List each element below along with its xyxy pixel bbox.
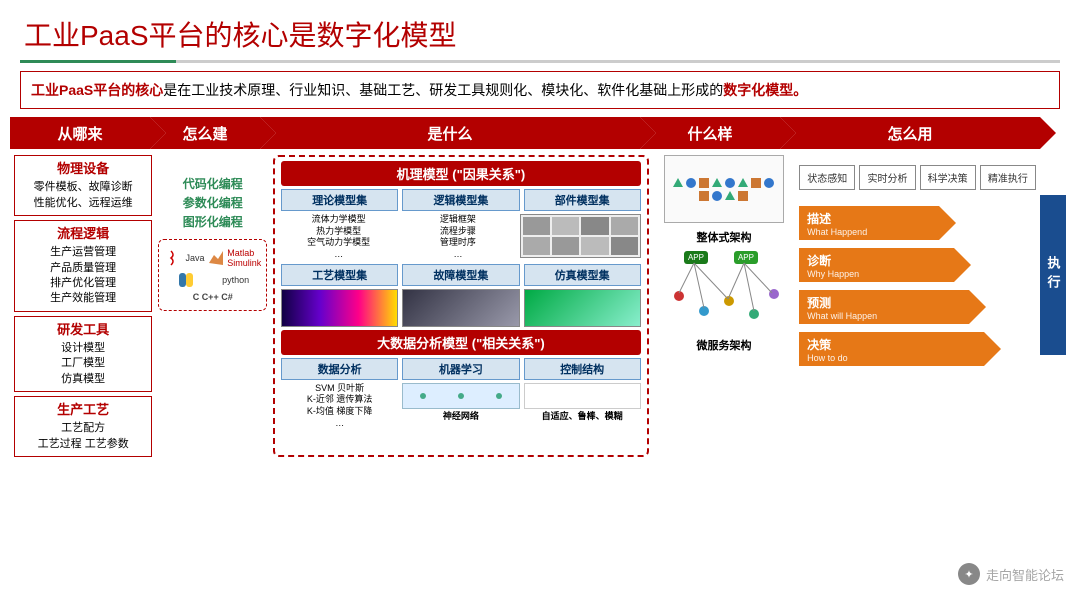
desc: 逻辑框架 流程步骤 管理时序 … <box>400 214 515 261</box>
line: 设计模型 <box>21 341 145 356</box>
subtitle-mid: 是在工业技术原理、行业知识、基础工艺、研发工具规则化、模块化、软件化基础上形成的 <box>163 82 723 98</box>
desc: SVM 贝叶斯 K-近邻 遗传算法 K-均值 梯度下降 … <box>281 383 398 430</box>
hdr: 生产工艺 <box>21 401 145 419</box>
img-row <box>281 289 641 327</box>
line: 参数化编程 <box>183 194 243 213</box>
col-what: 机理模型 ("因果关系") 理论模型集 逻辑模型集 部件模型集 流体力学模型 热… <box>273 155 649 457</box>
stage-decide: 科学决策 <box>920 165 976 190</box>
data-analysis: 数据分析 <box>281 358 398 380</box>
monolith-label: 整体式架构 <box>696 229 751 245</box>
java-label: Java <box>185 253 204 263</box>
arrow-2: 怎么建 <box>150 117 260 149</box>
box-physical: 物理设备 零件模板、故障诊断 性能优化、远程运维 <box>14 155 152 216</box>
line: 工艺过程 工艺参数 <box>21 437 145 452</box>
line: 生产效能管理 <box>21 291 145 306</box>
logic-models: 逻辑模型集 <box>402 189 519 211</box>
matlab-label: MatlabSimulink <box>227 248 261 268</box>
sim-models: 仿真模型集 <box>524 264 641 286</box>
line: 零件模板、故障诊断 <box>21 180 145 195</box>
parts-image <box>520 214 641 258</box>
theory-models: 理论模型集 <box>281 189 398 211</box>
line: 性能优化、远程运维 <box>21 196 145 211</box>
monolith-image <box>664 155 784 223</box>
microservice-label: 微服务架构 <box>696 337 751 353</box>
hdr: 流程逻辑 <box>21 225 145 243</box>
desc-row-1: 流体力学模型 热力学模型 空气动力学模型 … 逻辑框架 流程步骤 管理时序 … <box>281 214 641 261</box>
line: 代码化编程 <box>183 175 243 194</box>
fault-models: 故障模型集 <box>402 264 519 286</box>
subtitle-box: 工业PaaS平台的核心是在工业技术原理、行业知识、基础工艺、研发工具规则化、模块… <box>20 71 1060 109</box>
usage-steps: 状态感知 实时分析 科学决策 精准执行 描述What Happend 诊断Why… <box>799 155 1036 457</box>
arrow-4: 什么样 <box>640 117 780 149</box>
model-row-2: 工艺模型集 故障模型集 仿真模型集 <box>281 264 641 286</box>
box-craft: 生产工艺 工艺配方 工艺过程 工艺参数 <box>14 396 152 457</box>
subtitle-tail: 数字化模型。 <box>723 82 807 98</box>
stage-arrows: 从哪来 怎么建 是什么 什么样 怎么用 <box>10 117 1070 149</box>
arrow-5: 怎么用 <box>780 117 1040 149</box>
step-predict: 预测What will Happen <box>799 290 969 324</box>
desc: 自适应、鲁棒、模糊 <box>524 383 641 430</box>
line: 工艺配方 <box>21 421 145 436</box>
step-diagnose: 诊断Why Happen <box>799 248 954 282</box>
bigdata-model-bar: 大数据分析模型 ("相关关系") <box>281 330 641 355</box>
col-source: 物理设备 零件模板、故障诊断 性能优化、远程运维 流程逻辑 生产运营管理 产品质… <box>14 155 152 457</box>
desc: 神经网络 <box>402 383 519 430</box>
subtitle-lead: 工业PaaS平台的核心 <box>31 82 163 98</box>
line: 工厂模型 <box>21 356 145 371</box>
step-decision: 决策How to do <box>799 332 984 366</box>
line: 产品质量管理 <box>21 261 145 276</box>
stage-analyze: 实时分析 <box>859 165 915 190</box>
watermark: ✦ 走向智能论坛 <box>958 563 1064 585</box>
part-models: 部件模型集 <box>524 189 641 211</box>
java-icon <box>164 248 184 268</box>
step-describe: 描述What Happend <box>799 206 939 240</box>
python-label: python <box>222 275 249 285</box>
sim-image <box>524 289 641 327</box>
page-title: 工业PaaS平台的核心是数字化模型 <box>0 0 1080 60</box>
craft-image <box>281 289 398 327</box>
watermark-text: 走向智能论坛 <box>986 565 1064 584</box>
top-stages: 状态感知 实时分析 科学决策 精准执行 <box>799 165 1036 190</box>
col-usage: 状态感知 实时分析 科学决策 精准执行 描述What Happend 诊断Why… <box>799 155 1066 457</box>
control-structure: 控制结构 <box>524 358 641 380</box>
hdr: 研发工具 <box>21 321 145 339</box>
machine-learning: 机器学习 <box>402 358 519 380</box>
craft-models: 工艺模型集 <box>281 264 398 286</box>
line: 生产运营管理 <box>21 245 145 260</box>
stage-sense: 状态感知 <box>799 165 855 190</box>
microservice-image: APP APP <box>664 251 784 331</box>
line: 图形化编程 <box>183 213 243 232</box>
desc-row-3: SVM 贝叶斯 K-近邻 遗传算法 K-均值 梯度下降 … 神经网络 自适应、鲁… <box>281 383 641 430</box>
programming-modes: 代码化编程 参数化编程 图形化编程 <box>183 175 243 233</box>
line: 排产优化管理 <box>21 276 145 291</box>
fault-image <box>402 289 519 327</box>
box-rd-tools: 研发工具 设计模型 工厂模型 仿真模型 <box>14 316 152 392</box>
col-build: 代码化编程 参数化编程 图形化编程 Java MatlabSimulink py… <box>158 155 267 457</box>
model-row-3: 数据分析 机器学习 控制结构 <box>281 358 641 380</box>
tool-row: Java MatlabSimulink <box>163 248 262 268</box>
arrow-3: 是什么 <box>260 117 640 149</box>
matlab-icon <box>206 248 226 268</box>
hdr: 物理设备 <box>21 160 145 178</box>
title-underline <box>20 60 1060 63</box>
line: 仿真模型 <box>21 372 145 387</box>
python-icon <box>176 270 196 290</box>
main-grid: 物理设备 零件模板、故障诊断 性能优化、远程运维 流程逻辑 生产运营管理 产品质… <box>14 155 1066 457</box>
desc: 流体力学模型 热力学模型 空气动力学模型 … <box>281 214 396 261</box>
execute-bar: 执行 <box>1040 195 1066 355</box>
col-architecture: 整体式架构 APP APP 微服务架构 <box>655 155 793 457</box>
arrow-1: 从哪来 <box>10 117 150 149</box>
stage-execute: 精准执行 <box>980 165 1036 190</box>
tools-box: Java MatlabSimulink python C C++ C# <box>158 239 267 311</box>
c-label: C C++ C# <box>193 292 233 302</box>
wechat-icon: ✦ <box>958 563 980 585</box>
model-row-1: 理论模型集 逻辑模型集 部件模型集 <box>281 189 641 211</box>
box-process: 流程逻辑 生产运营管理 产品质量管理 排产优化管理 生产效能管理 <box>14 220 152 312</box>
tool-row: python <box>163 270 262 290</box>
tool-row: C C++ C# <box>163 292 262 302</box>
mechanism-model-bar: 机理模型 ("因果关系") <box>281 161 641 186</box>
